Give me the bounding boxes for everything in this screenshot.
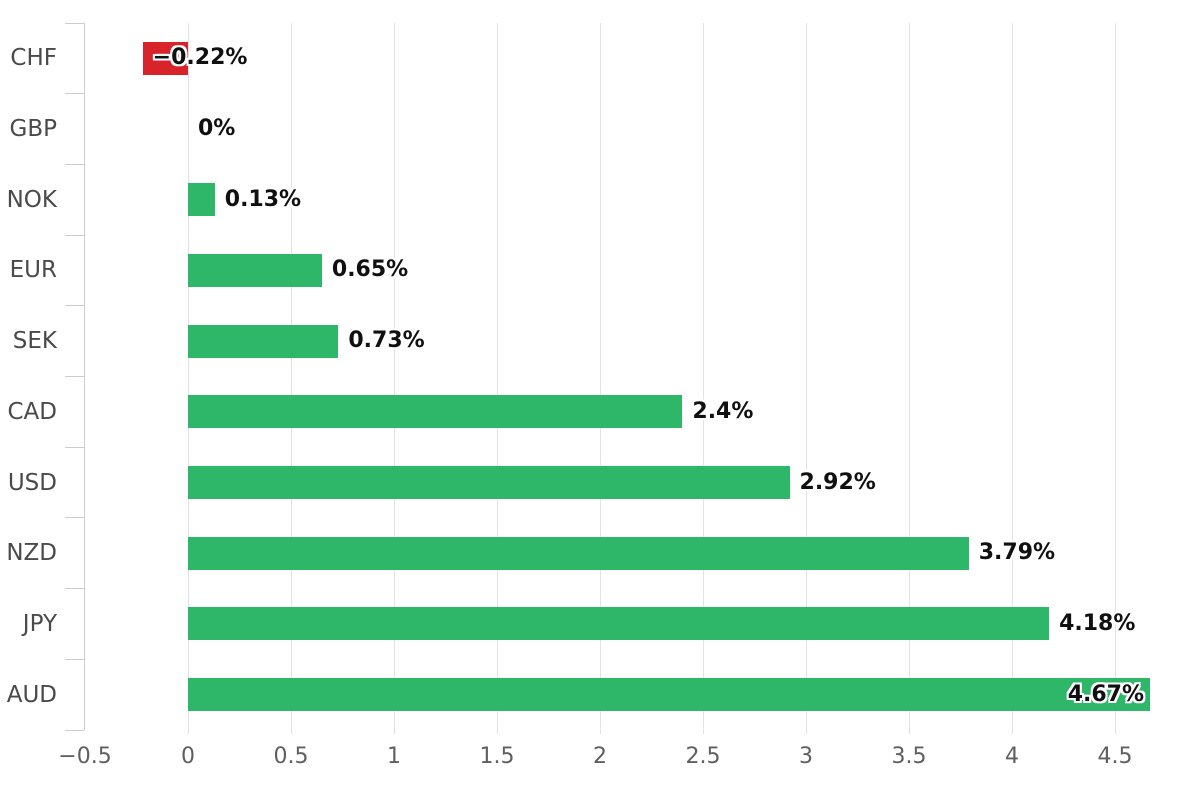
category-label-nok: NOK <box>6 186 57 213</box>
x-gridline <box>497 23 498 734</box>
bar-eur <box>188 253 322 287</box>
x-gridline <box>394 23 395 734</box>
category-label-usd: USD <box>7 469 57 496</box>
x-gridline <box>188 23 189 734</box>
value-label-eur: 0.65% <box>331 257 409 283</box>
category-label-nzd: NZD <box>6 540 57 567</box>
x-tick-label: 0.5 <box>273 744 309 769</box>
category-label-gbp: GBP <box>9 116 57 143</box>
bar-aud <box>188 678 1151 712</box>
x-gridline <box>291 23 292 734</box>
value-label-sek: 0.73% <box>348 328 425 354</box>
value-label-aud: 4.67% <box>1067 681 1145 707</box>
y-axis-tick <box>65 729 84 731</box>
y-axis-tick <box>65 234 84 236</box>
category-label-aud: AUD <box>6 681 57 708</box>
y-axis-tick <box>65 446 84 448</box>
x-gridline <box>1115 23 1116 734</box>
x-tick-label: 4 <box>1005 744 1019 769</box>
bar-sek <box>188 324 339 358</box>
x-tick-label: 1 <box>387 744 401 769</box>
x-tick-label: 2.5 <box>685 744 721 769</box>
x-gridline <box>909 23 910 734</box>
y-axis-tick <box>65 517 84 519</box>
value-label-cad: 2.4% <box>692 398 754 424</box>
x-gridline <box>806 23 807 734</box>
x-gridline <box>1012 23 1013 734</box>
bar-chf <box>142 41 188 75</box>
category-label-cad: CAD <box>7 398 57 425</box>
x-tick-label: 3 <box>799 744 813 769</box>
y-axis-line <box>84 23 85 730</box>
x-tick-label: −0.5 <box>58 744 112 769</box>
y-axis-tick <box>65 305 84 307</box>
value-label-gbp: 0% <box>198 116 236 142</box>
y-axis-tick <box>65 658 84 660</box>
category-label-eur: EUR <box>9 257 57 284</box>
y-axis-tick <box>65 163 84 165</box>
y-axis-tick <box>65 588 84 590</box>
x-tick-label: 3.5 <box>891 744 927 769</box>
bar-jpy <box>188 607 1050 641</box>
x-tick-label: 2 <box>593 744 607 769</box>
bar-nok <box>188 183 215 217</box>
category-label-chf: CHF <box>10 45 57 72</box>
x-gridline <box>600 23 601 734</box>
x-tick-label: 1.5 <box>479 744 515 769</box>
x-gridline <box>703 23 704 734</box>
value-label-nok: 0.13% <box>224 186 302 212</box>
value-label-chf: −0.22% <box>152 45 248 71</box>
bar-cad <box>188 395 683 429</box>
x-tick-label: 0 <box>181 744 195 769</box>
value-label-usd: 2.92% <box>799 469 876 495</box>
value-label-jpy: 4.18% <box>1059 610 1136 636</box>
y-axis-tick <box>65 22 84 24</box>
category-label-sek: SEK <box>12 328 57 355</box>
category-label-jpy: JPY <box>22 610 57 637</box>
value-label-nzd: 3.79% <box>978 540 1056 566</box>
y-axis-tick <box>65 93 84 95</box>
bar-nzd <box>188 536 969 570</box>
bar-usd <box>188 466 790 500</box>
y-axis-tick <box>65 376 84 377</box>
x-tick-label: 4.5 <box>1097 744 1133 769</box>
